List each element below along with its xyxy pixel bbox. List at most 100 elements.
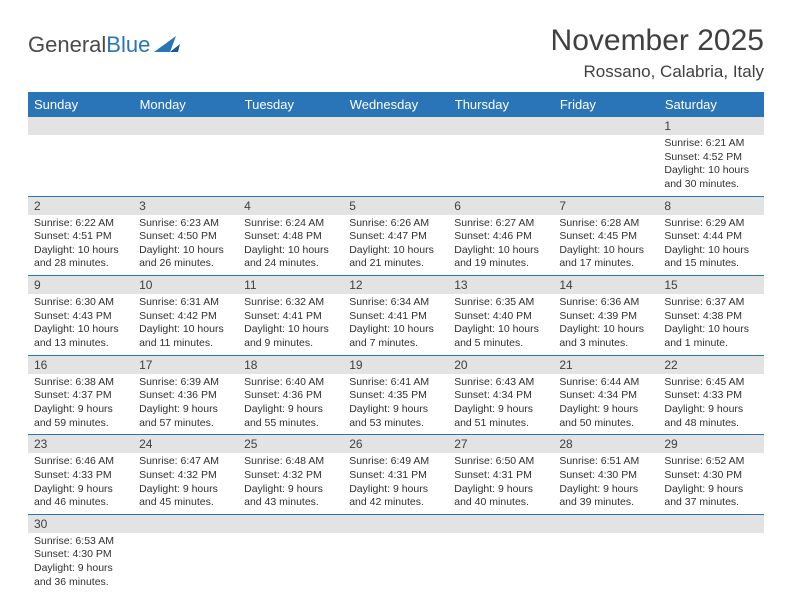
day-details: Sunrise: 6:47 AMSunset: 4:32 PMDaylight:… (133, 453, 238, 514)
month-title: November 2025 (551, 24, 764, 58)
day-cell: 20Sunrise: 6:43 AMSunset: 4:34 PMDayligh… (448, 355, 553, 435)
location: Rossano, Calabria, Italy (551, 62, 764, 82)
day-cell: 8Sunrise: 6:29 AMSunset: 4:44 PMDaylight… (658, 196, 763, 276)
day-number: 17 (133, 356, 238, 374)
day-details: Sunrise: 6:44 AMSunset: 4:34 PMDaylight:… (553, 374, 658, 435)
weekday-header: Monday (133, 92, 238, 117)
week-row: 23Sunrise: 6:46 AMSunset: 4:33 PMDayligh… (28, 435, 764, 515)
day-cell: 13Sunrise: 6:35 AMSunset: 4:40 PMDayligh… (448, 276, 553, 356)
day-number: 28 (553, 435, 658, 453)
day-number: 13 (448, 276, 553, 294)
day-number: 16 (28, 356, 133, 374)
day-cell (343, 514, 448, 593)
day-cell (553, 514, 658, 593)
day-number (343, 117, 448, 135)
day-cell: 26Sunrise: 6:49 AMSunset: 4:31 PMDayligh… (343, 435, 448, 515)
day-cell (658, 514, 763, 593)
day-number: 12 (343, 276, 448, 294)
day-number: 6 (448, 197, 553, 215)
day-cell: 23Sunrise: 6:46 AMSunset: 4:33 PMDayligh… (28, 435, 133, 515)
day-cell: 15Sunrise: 6:37 AMSunset: 4:38 PMDayligh… (658, 276, 763, 356)
day-cell: 3Sunrise: 6:23 AMSunset: 4:50 PMDaylight… (133, 196, 238, 276)
logo-text-2: Blue (106, 32, 150, 58)
day-cell: 28Sunrise: 6:51 AMSunset: 4:30 PMDayligh… (553, 435, 658, 515)
day-number: 11 (238, 276, 343, 294)
day-details: Sunrise: 6:28 AMSunset: 4:45 PMDaylight:… (553, 215, 658, 276)
day-number: 19 (343, 356, 448, 374)
day-details: Sunrise: 6:32 AMSunset: 4:41 PMDaylight:… (238, 294, 343, 355)
day-details: Sunrise: 6:37 AMSunset: 4:38 PMDaylight:… (658, 294, 763, 355)
week-row: 1Sunrise: 6:21 AMSunset: 4:52 PMDaylight… (28, 117, 764, 196)
day-number (343, 515, 448, 533)
title-block: November 2025 Rossano, Calabria, Italy (551, 24, 764, 82)
day-details: Sunrise: 6:26 AMSunset: 4:47 PMDaylight:… (343, 215, 448, 276)
day-details: Sunrise: 6:52 AMSunset: 4:30 PMDaylight:… (658, 453, 763, 514)
day-cell: 18Sunrise: 6:40 AMSunset: 4:36 PMDayligh… (238, 355, 343, 435)
day-details: Sunrise: 6:51 AMSunset: 4:30 PMDaylight:… (553, 453, 658, 514)
day-cell: 6Sunrise: 6:27 AMSunset: 4:46 PMDaylight… (448, 196, 553, 276)
day-number (28, 117, 133, 135)
week-row: 9Sunrise: 6:30 AMSunset: 4:43 PMDaylight… (28, 276, 764, 356)
weekday-header: Tuesday (238, 92, 343, 117)
day-number: 30 (28, 515, 133, 533)
day-cell: 7Sunrise: 6:28 AMSunset: 4:45 PMDaylight… (553, 196, 658, 276)
day-cell (448, 514, 553, 593)
day-number: 5 (343, 197, 448, 215)
day-number: 1 (658, 117, 763, 135)
weekday-header-row: Sunday Monday Tuesday Wednesday Thursday… (28, 92, 764, 117)
day-details: Sunrise: 6:53 AMSunset: 4:30 PMDaylight:… (28, 533, 133, 594)
day-number: 21 (553, 356, 658, 374)
day-number: 15 (658, 276, 763, 294)
day-number (133, 515, 238, 533)
day-details: Sunrise: 6:48 AMSunset: 4:32 PMDaylight:… (238, 453, 343, 514)
day-number: 14 (553, 276, 658, 294)
logo-text-1: General (28, 32, 106, 58)
day-cell (28, 117, 133, 196)
day-number: 4 (238, 197, 343, 215)
day-cell: 24Sunrise: 6:47 AMSunset: 4:32 PMDayligh… (133, 435, 238, 515)
day-details: Sunrise: 6:41 AMSunset: 4:35 PMDaylight:… (343, 374, 448, 435)
weekday-header: Friday (553, 92, 658, 117)
day-cell (448, 117, 553, 196)
day-number: 7 (553, 197, 658, 215)
day-details: Sunrise: 6:23 AMSunset: 4:50 PMDaylight:… (133, 215, 238, 276)
day-details: Sunrise: 6:35 AMSunset: 4:40 PMDaylight:… (448, 294, 553, 355)
day-cell (238, 117, 343, 196)
week-row: 30Sunrise: 6:53 AMSunset: 4:30 PMDayligh… (28, 514, 764, 593)
day-number: 23 (28, 435, 133, 453)
day-cell: 2Sunrise: 6:22 AMSunset: 4:51 PMDaylight… (28, 196, 133, 276)
day-cell: 14Sunrise: 6:36 AMSunset: 4:39 PMDayligh… (553, 276, 658, 356)
day-number: 10 (133, 276, 238, 294)
weekday-header: Sunday (28, 92, 133, 117)
day-details: Sunrise: 6:40 AMSunset: 4:36 PMDaylight:… (238, 374, 343, 435)
day-cell: 5Sunrise: 6:26 AMSunset: 4:47 PMDaylight… (343, 196, 448, 276)
logo: GeneralBlue (28, 24, 180, 58)
day-number (553, 515, 658, 533)
day-cell: 1Sunrise: 6:21 AMSunset: 4:52 PMDaylight… (658, 117, 763, 196)
day-number: 26 (343, 435, 448, 453)
day-details: Sunrise: 6:24 AMSunset: 4:48 PMDaylight:… (238, 215, 343, 276)
day-details: Sunrise: 6:36 AMSunset: 4:39 PMDaylight:… (553, 294, 658, 355)
day-number: 9 (28, 276, 133, 294)
day-details: Sunrise: 6:30 AMSunset: 4:43 PMDaylight:… (28, 294, 133, 355)
logo-shape-icon (154, 32, 180, 58)
weekday-header: Thursday (448, 92, 553, 117)
day-cell: 4Sunrise: 6:24 AMSunset: 4:48 PMDaylight… (238, 196, 343, 276)
day-cell (238, 514, 343, 593)
day-number: 8 (658, 197, 763, 215)
day-details: Sunrise: 6:49 AMSunset: 4:31 PMDaylight:… (343, 453, 448, 514)
day-details: Sunrise: 6:38 AMSunset: 4:37 PMDaylight:… (28, 374, 133, 435)
day-number (238, 515, 343, 533)
header: GeneralBlue November 2025 Rossano, Calab… (28, 24, 764, 82)
day-number (553, 117, 658, 135)
day-number: 3 (133, 197, 238, 215)
day-number: 25 (238, 435, 343, 453)
day-number: 18 (238, 356, 343, 374)
day-number: 20 (448, 356, 553, 374)
day-number: 24 (133, 435, 238, 453)
day-details: Sunrise: 6:22 AMSunset: 4:51 PMDaylight:… (28, 215, 133, 276)
day-cell (553, 117, 658, 196)
day-cell: 9Sunrise: 6:30 AMSunset: 4:43 PMDaylight… (28, 276, 133, 356)
day-cell: 22Sunrise: 6:45 AMSunset: 4:33 PMDayligh… (658, 355, 763, 435)
day-cell: 27Sunrise: 6:50 AMSunset: 4:31 PMDayligh… (448, 435, 553, 515)
